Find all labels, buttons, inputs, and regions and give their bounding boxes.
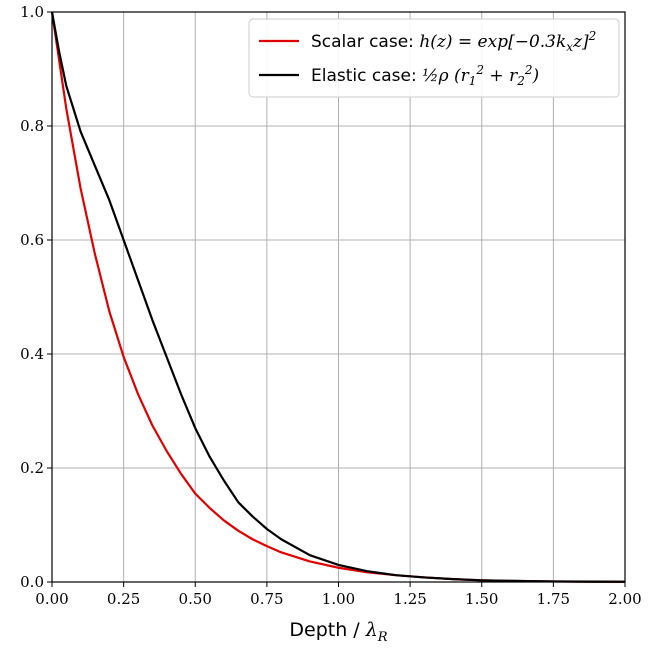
x-axis-label-subscript: R <box>377 630 388 645</box>
legend-elastic-sub2: 2 <box>516 74 525 88</box>
y-tick-label: 0.0 <box>20 573 44 591</box>
legend-elastic-sub1: 1 <box>469 74 477 88</box>
legend-label-elastic: Elastic case: ½ρ (r12 + r22) <box>311 63 539 88</box>
x-tick-label: 0.25 <box>107 590 140 608</box>
x-tick-label: 1.75 <box>537 590 570 608</box>
legend-scalar-tail: z] <box>572 32 589 52</box>
legend-elastic-prefix: Elastic case: <box>311 66 422 86</box>
x-tick-labels: 0.00 0.25 0.50 0.75 1.00 1.25 1.50 1.75 2.00 <box>35 590 641 608</box>
x-axis-label-symbol: λ <box>365 619 378 641</box>
legend-box <box>248 18 620 98</box>
x-tick-label: 1.25 <box>393 590 426 608</box>
series-line-elastic <box>50 11 626 583</box>
x-axis-label-text: Depth / <box>289 619 365 641</box>
y-tick-labels: 0.0 0.2 0.4 0.6 0.8 1.0 <box>20 3 44 591</box>
gridlines <box>51 11 626 583</box>
legend-elastic-tail: ) <box>531 66 539 86</box>
x-tick-label: 2.00 <box>608 590 641 608</box>
x-tick-label: 1.50 <box>465 590 498 608</box>
legend-elastic-math: ½ρ (r <box>422 66 470 86</box>
y-tick-label: 0.6 <box>20 231 44 249</box>
series-lines <box>50 11 626 583</box>
x-axis-label: Depth / λR <box>289 619 387 645</box>
legend-elastic-mid: + r <box>484 66 518 86</box>
legend-elastic-sup1: 2 <box>475 63 484 77</box>
x-tick-label: 0.00 <box>35 590 68 608</box>
legend-label-scalar: Scalar case: h(z) = exp[−0.3kxz]2 <box>311 29 596 54</box>
y-tick-label: 0.4 <box>20 345 44 363</box>
y-tick-label: 0.2 <box>20 459 44 477</box>
ticks <box>47 11 626 587</box>
x-tick-label: 0.50 <box>179 590 212 608</box>
legend: Scalar case: h(z) = exp[−0.3kxz]2 Elasti… <box>248 18 620 98</box>
legend-scalar-sup: 2 <box>588 29 597 43</box>
y-tick-label: 1.0 <box>20 3 44 21</box>
legend-scalar-prefix: Scalar case: <box>311 32 419 52</box>
x-tick-label: 0.75 <box>250 590 283 608</box>
legend-scalar-math: h(z) = exp[−0.3k <box>419 32 566 52</box>
legend-scalar-sub: x <box>566 40 573 54</box>
legend-elastic-sup2: 2 <box>524 63 533 77</box>
x-tick-label: 1.00 <box>322 590 355 608</box>
y-tick-label: 0.8 <box>20 117 44 135</box>
